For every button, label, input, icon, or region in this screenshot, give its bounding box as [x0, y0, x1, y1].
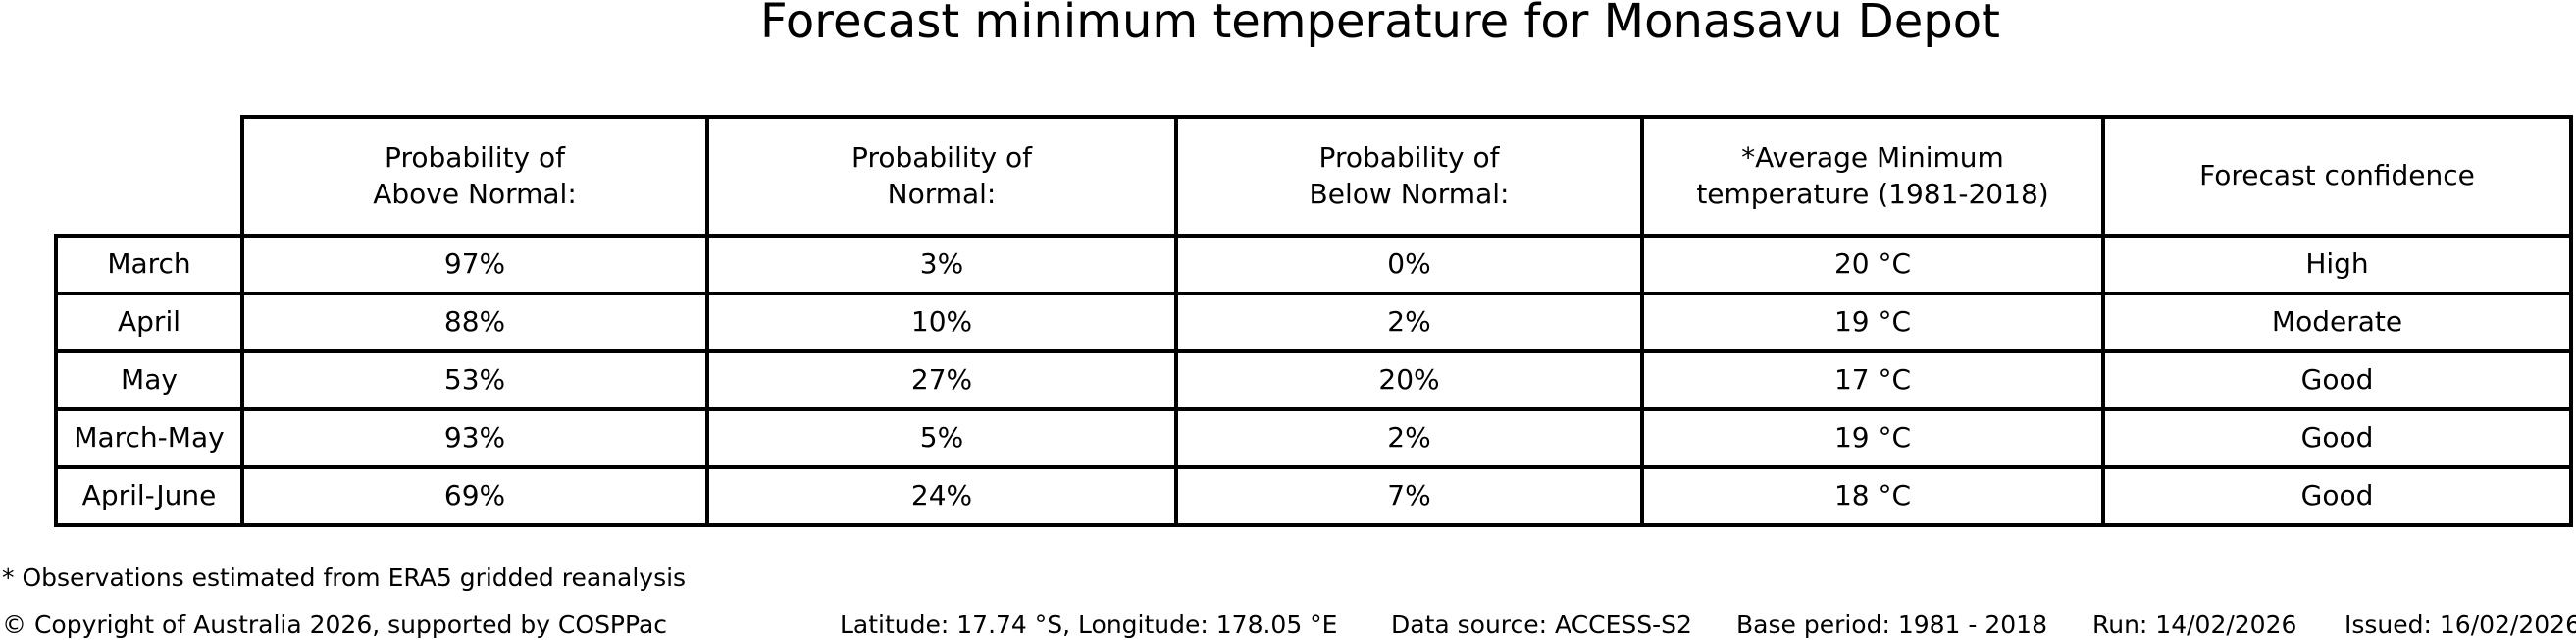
cell-avg-min-temp: 18 °C: [1640, 465, 2105, 527]
cell-row-label: May: [54, 349, 244, 411]
table-row: April 88% 10% 2% 19 °C Moderate: [54, 292, 2573, 353]
forecast-table-body: March 97% 3% 0% 20 °C High April 88% 10%…: [54, 234, 2573, 527]
cell-below-normal: 20%: [1174, 349, 1644, 411]
cell-above-normal: 93%: [240, 407, 709, 469]
cell-below-normal: 2%: [1174, 407, 1644, 469]
run-date-text: Run: 14/02/2026: [2092, 611, 2297, 639]
header-forecast-confidence: Forecast confidence: [2101, 115, 2573, 238]
cell-normal: 10%: [705, 292, 1178, 353]
header-below-normal: Probability of Below Normal:: [1174, 115, 1644, 238]
cell-avg-min-temp: 20 °C: [1640, 234, 2105, 295]
cell-above-normal: 97%: [240, 234, 709, 295]
table-row: April-June 69% 24% 7% 18 °C Good: [54, 465, 2573, 527]
cell-below-normal: 2%: [1174, 292, 1644, 353]
footnote-era5: * Observations estimated from ERA5 gridd…: [2, 563, 687, 592]
cell-row-label: April: [54, 292, 244, 353]
table-row: March 97% 3% 0% 20 °C High: [54, 234, 2573, 295]
cell-avg-min-temp: 17 °C: [1640, 349, 2105, 411]
page-title: Forecast minimum temperature for Monasav…: [760, 0, 2000, 49]
cell-avg-min-temp: 19 °C: [1640, 292, 2105, 353]
table-row: May 53% 27% 20% 17 °C Good: [54, 349, 2573, 411]
header-row: Probability of Above Normal: Probability…: [240, 115, 2573, 238]
cell-below-normal: 0%: [1174, 234, 1644, 295]
base-period-text: Base period: 1981 - 2018: [1736, 611, 2047, 639]
cell-row-label: March-May: [54, 407, 244, 469]
cell-normal: 24%: [705, 465, 1178, 527]
cell-confidence: Good: [2101, 407, 2573, 469]
cell-confidence: Good: [2101, 349, 2573, 411]
copyright-text: © Copyright of Australia 2026, supported…: [2, 611, 668, 639]
cell-normal: 27%: [705, 349, 1178, 411]
header-normal: Probability of Normal:: [705, 115, 1178, 238]
cell-confidence: Moderate: [2101, 292, 2573, 353]
lat-long-text: Latitude: 17.74 °S, Longitude: 178.05 °E: [840, 611, 1338, 639]
cell-confidence: Good: [2101, 465, 2573, 527]
cell-row-label: March: [54, 234, 244, 295]
cell-below-normal: 7%: [1174, 465, 1644, 527]
header-above-normal: Probability of Above Normal:: [240, 115, 709, 238]
cell-confidence: High: [2101, 234, 2573, 295]
table-row: March-May 93% 5% 2% 19 °C Good: [54, 407, 2573, 469]
issued-date-text: Issued: 16/02/2026: [2344, 611, 2576, 639]
cell-above-normal: 69%: [240, 465, 709, 527]
cell-row-label: April-June: [54, 465, 244, 527]
cell-normal: 5%: [705, 407, 1178, 469]
cell-above-normal: 88%: [240, 292, 709, 353]
header-avg-min-temp: *Average Minimum temperature (1981-2018): [1640, 115, 2105, 238]
cell-above-normal: 53%: [240, 349, 709, 411]
cell-normal: 3%: [705, 234, 1178, 295]
forecast-table-header: Probability of Above Normal: Probability…: [240, 115, 2573, 238]
cell-avg-min-temp: 19 °C: [1640, 407, 2105, 469]
data-source-text: Data source: ACCESS-S2: [1391, 611, 1692, 639]
